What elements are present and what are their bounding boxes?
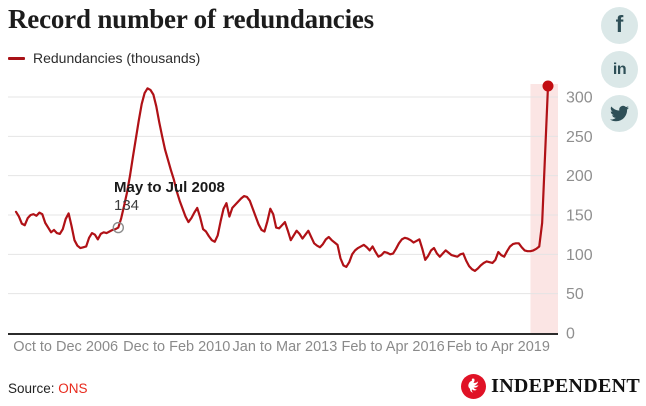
svg-text:Oct to Dec 2006: Oct to Dec 2006 bbox=[13, 339, 118, 355]
svg-text:0: 0 bbox=[566, 326, 575, 343]
svg-text:50: 50 bbox=[566, 286, 584, 303]
svg-text:Dec to Feb 2010: Dec to Feb 2010 bbox=[123, 339, 230, 355]
brand-wordmark: INDEPENDENT bbox=[491, 375, 640, 397]
legend-label: Redundancies (thousands) bbox=[33, 50, 201, 66]
source-value: ONS bbox=[58, 381, 88, 396]
svg-text:100: 100 bbox=[566, 247, 593, 264]
chart-legend: Redundancies (thousands) bbox=[8, 50, 200, 66]
independent-eagle-icon bbox=[461, 374, 487, 399]
source-note: Source: ONS bbox=[8, 381, 88, 396]
annotation-value: 134 bbox=[114, 196, 140, 214]
linkedin-icon: in bbox=[612, 60, 627, 78]
svg-text:150: 150 bbox=[566, 208, 593, 225]
svg-text:200: 200 bbox=[566, 168, 593, 185]
page-title: Record number of redundancies bbox=[8, 4, 374, 34]
share-linkedin-button[interactable]: in bbox=[601, 51, 638, 88]
peak-annotation: May to Jul 2008 134 bbox=[114, 179, 225, 215]
share-buttons: f in bbox=[601, 7, 638, 132]
annotation-title: May to Jul 2008 bbox=[114, 179, 225, 196]
twitter-bird-icon bbox=[610, 105, 629, 122]
legend-line-icon bbox=[8, 56, 25, 60]
independent-logo[interactable]: INDEPENDENT bbox=[461, 374, 640, 399]
facebook-icon: f bbox=[615, 11, 624, 37]
svg-text:250: 250 bbox=[566, 129, 593, 146]
share-twitter-button[interactable] bbox=[601, 95, 638, 132]
svg-text:Jan to Mar 2013: Jan to Mar 2013 bbox=[233, 339, 338, 355]
svg-text:Feb to Apr 2019: Feb to Apr 2019 bbox=[447, 339, 550, 355]
share-facebook-button[interactable]: f bbox=[601, 7, 638, 44]
svg-text:Feb to Apr 2016: Feb to Apr 2016 bbox=[341, 339, 444, 355]
source-label: Source: bbox=[8, 381, 55, 396]
svg-text:300: 300 bbox=[566, 90, 593, 107]
